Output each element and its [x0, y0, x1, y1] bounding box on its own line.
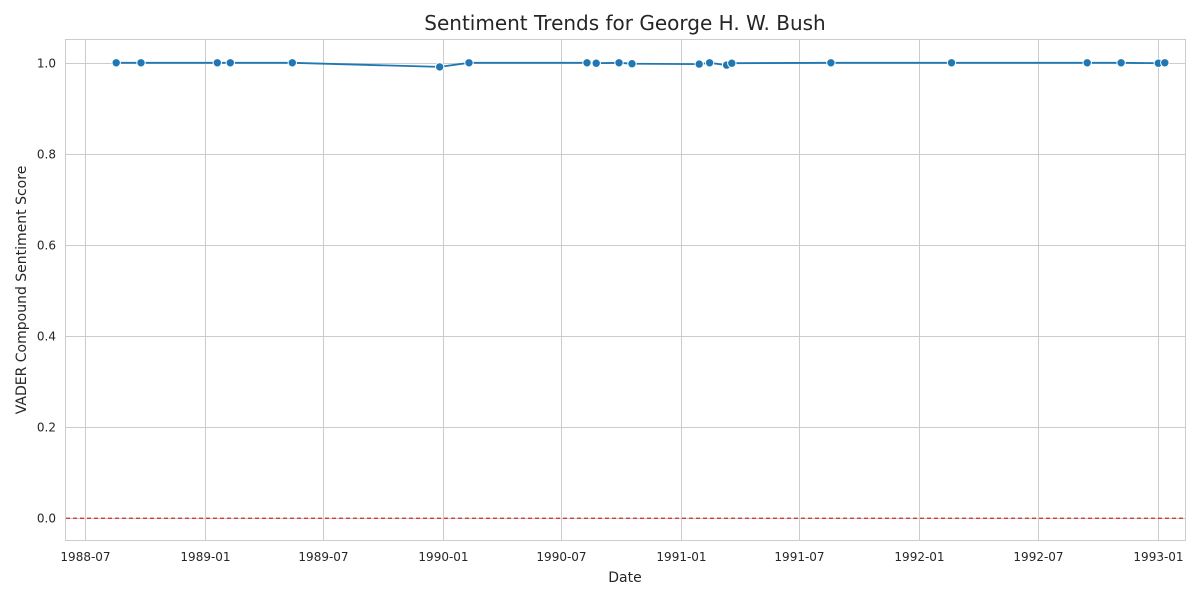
- data-point: [1082, 58, 1092, 68]
- data-point: [946, 58, 957, 68]
- data-point: [111, 58, 121, 68]
- x-tick-label: 1993-01: [1133, 550, 1183, 564]
- data-point: [225, 58, 236, 68]
- y-tick-label: 0.6: [37, 239, 56, 253]
- y-tick-label: 1.0: [37, 57, 56, 71]
- data-point: [614, 58, 624, 68]
- data-point: [627, 59, 637, 69]
- data-point: [287, 58, 297, 68]
- y-axis-label: VADER Compound Sentiment Score: [14, 166, 30, 415]
- plot-frame: [65, 39, 1186, 541]
- x-tick-label: 1990-01: [418, 550, 468, 564]
- data-point: [464, 58, 474, 68]
- x-tick-label: 1991-07: [774, 550, 824, 564]
- data-point: [704, 58, 715, 68]
- y-tick-label: 0.2: [37, 421, 56, 435]
- y-tick-label: 0.8: [37, 148, 56, 162]
- data-point: [582, 58, 592, 68]
- grid-layer: [66, 40, 1185, 541]
- data-point: [212, 58, 223, 68]
- x-tick-label: 1989-07: [298, 550, 348, 564]
- data-point: [1160, 58, 1170, 68]
- data-point: [727, 58, 737, 68]
- y-tick-label: 0.0: [37, 512, 56, 526]
- data-point: [1116, 58, 1126, 68]
- tick-label-layer: 1988-07 1989-01 1989-07 1990-01 1990-07 1991-…: [37, 57, 1184, 565]
- x-tick-label: 1992-07: [1013, 550, 1063, 564]
- data-point: [435, 62, 445, 72]
- y-tick-label: 0.4: [37, 330, 56, 344]
- series-layer: [111, 58, 1170, 72]
- data-point: [694, 59, 704, 69]
- x-tick-label: 1989-01: [180, 550, 230, 564]
- x-tick-label: 1988-07: [60, 550, 110, 564]
- chart-title: Sentiment Trends for George H. W. Bush: [424, 11, 825, 35]
- data-point: [826, 58, 836, 68]
- data-point: [136, 58, 146, 68]
- x-tick-label: 1991-01: [656, 550, 706, 564]
- x-tick-label: 1992-01: [894, 550, 944, 564]
- x-axis-label: Date: [608, 570, 641, 586]
- data-point: [591, 58, 601, 68]
- x-tick-label: 1990-07: [536, 550, 586, 564]
